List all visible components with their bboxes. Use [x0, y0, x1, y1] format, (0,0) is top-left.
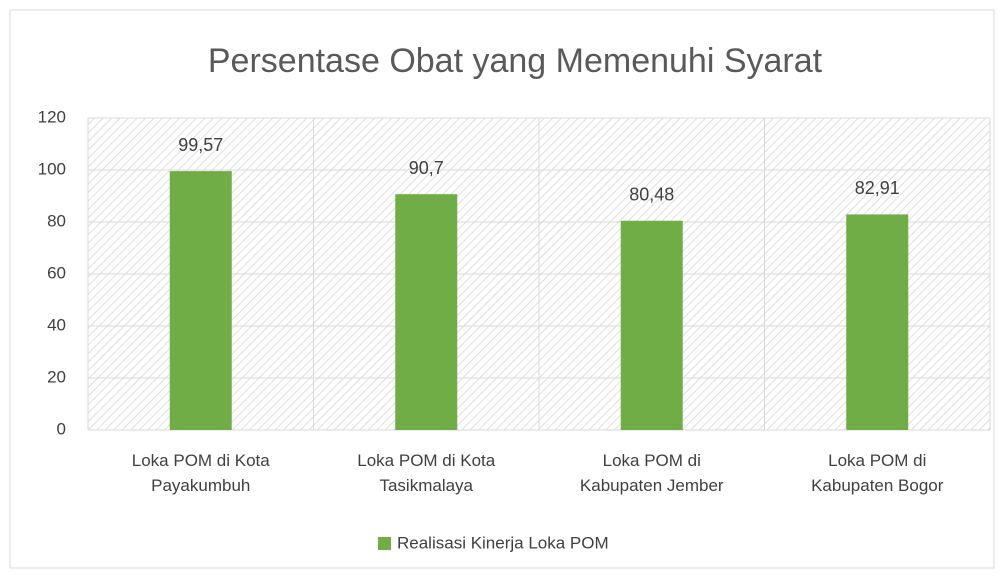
data-label: 90,7 — [409, 158, 444, 178]
y-tick-label: 40 — [47, 315, 66, 334]
bar — [620, 220, 683, 430]
data-label: 80,48 — [629, 185, 674, 205]
y-tick-label: 120 — [38, 107, 66, 126]
bar — [169, 171, 232, 431]
y-tick-label: 60 — [47, 263, 66, 282]
legend-label: Realisasi Kinerja Loka POM — [397, 533, 609, 552]
x-tick-label: Loka POM di Kota Payakumbuh — [131, 451, 270, 495]
legend-swatch — [378, 537, 391, 550]
y-tick-label: 20 — [47, 367, 66, 386]
x-tick-label: Loka POM di Kabupaten Jember — [579, 451, 724, 495]
bar — [395, 194, 458, 430]
bar — [846, 214, 909, 430]
y-tick-label: 0 — [57, 419, 66, 438]
data-label: 82,91 — [855, 178, 900, 198]
y-tick-label: 80 — [47, 211, 66, 230]
chart-title: Persentase Obat yang Memenuhi Syarat — [208, 42, 823, 80]
x-tick-label: Loka POM di Kota Tasikmalaya — [357, 451, 496, 495]
data-label: 99,57 — [178, 135, 223, 155]
x-tick-label: Loka POM di Kabupaten Bogor — [811, 451, 944, 495]
y-tick-label: 100 — [38, 159, 66, 178]
